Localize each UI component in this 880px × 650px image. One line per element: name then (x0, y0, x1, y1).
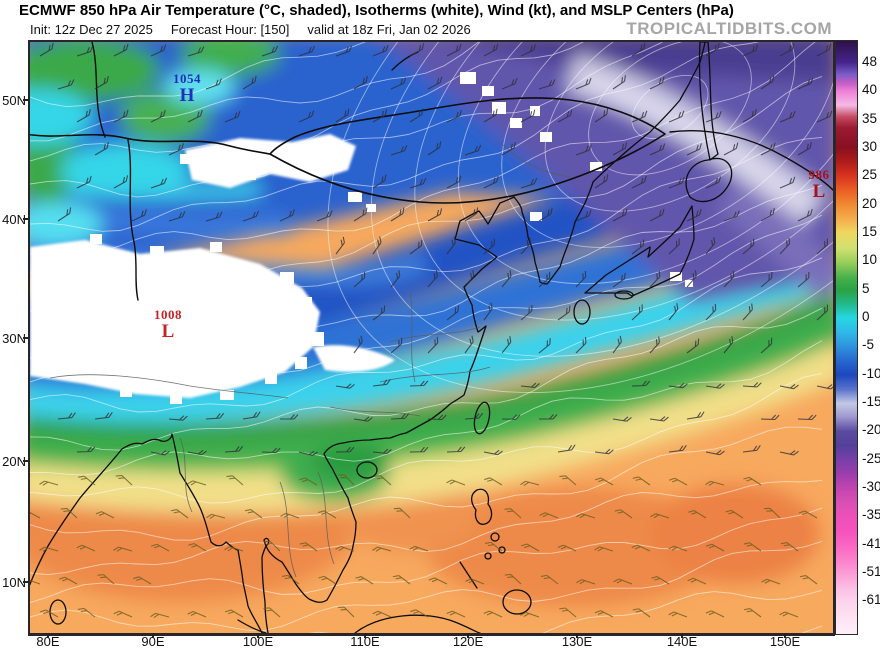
lat-axis-label: 40N (2, 212, 26, 227)
axis-tick (784, 633, 786, 638)
colorbar-label: 35 (862, 111, 878, 126)
wind-barbs (30, 42, 833, 619)
colorbar-label: -15 (862, 394, 880, 409)
lat-axis-label: 50N (2, 93, 26, 108)
colorbar-label: -25 (862, 451, 880, 466)
lon-axis-label: 130E (561, 634, 593, 649)
colorbar-label: -10 (862, 366, 880, 381)
colorbar-label: -30 (862, 479, 880, 494)
init-time: Init: 12z Dec 27 2025 (30, 22, 153, 37)
lon-axis-label: 120E (452, 634, 484, 649)
axis-tick (152, 633, 154, 638)
colorbar-label: -20 (862, 422, 880, 437)
colorbar-labels: 48 40 35 30 25 20 15 10 5 0 -5 -10 -15 -… (862, 40, 880, 633)
axis-tick (23, 337, 28, 339)
axis-tick (681, 633, 683, 638)
lat-axis-label: 20N (2, 454, 26, 469)
lon-axis-label: 110E (350, 634, 380, 649)
weather-map: 1054 H 1008 L 986 L (28, 40, 835, 636)
axis-tick (47, 633, 49, 638)
axis-tick (23, 99, 28, 101)
country-borders (49, 141, 571, 578)
colorbar-label: -61 (862, 592, 880, 607)
colorbar-label: -5 (862, 337, 875, 352)
colorbar-label: -35 (862, 507, 880, 522)
colorbar-label: 10 (862, 252, 878, 267)
valid-time: valid at 18z Fri, Jan 02 2026 (307, 22, 471, 37)
axis-tick (23, 581, 28, 583)
map-canvas (30, 42, 833, 633)
axis-tick (23, 218, 28, 220)
colorbar-label: 40 (862, 82, 878, 97)
page-title: ECMWF 850 hPa Air Temperature (°C, shade… (19, 2, 734, 19)
lon-axis-label: 90E (141, 634, 165, 649)
axis-tick (467, 633, 469, 638)
colorbar-label: -41 (862, 536, 880, 551)
lon-axis-label: 80E (36, 634, 60, 649)
axis-tick (257, 633, 259, 638)
axis-tick (364, 633, 366, 638)
lon-axis-label: 140E (666, 634, 698, 649)
lon-axis-label: 100E (242, 634, 274, 649)
forecast-hour: Forecast Hour: [150] (170, 22, 290, 37)
colorbar-label: 15 (862, 224, 878, 239)
lat-axis-label: 30N (2, 331, 26, 346)
run-info: Init: 12z Dec 27 2025 Forecast Hour: [150… (30, 22, 489, 37)
colorbar-label: 0 (862, 309, 870, 324)
isotherm-contours (30, 42, 833, 633)
colorbar-label: 20 (862, 196, 878, 211)
colorbar-label: -51 (862, 564, 880, 579)
axis-tick (23, 460, 28, 462)
watermark: TROPICALTIDBITS.COM (626, 19, 832, 38)
lat-axis-label: 10N (2, 575, 26, 590)
axis-tick (576, 633, 578, 638)
colorbar-label: 25 (862, 167, 878, 182)
temperature-colorbar (835, 40, 858, 635)
colorbar-label: 48 (862, 54, 878, 69)
colorbar-label: 30 (862, 139, 878, 154)
colorbar-label: 5 (862, 281, 870, 296)
lon-axis-label: 150E (769, 634, 801, 649)
